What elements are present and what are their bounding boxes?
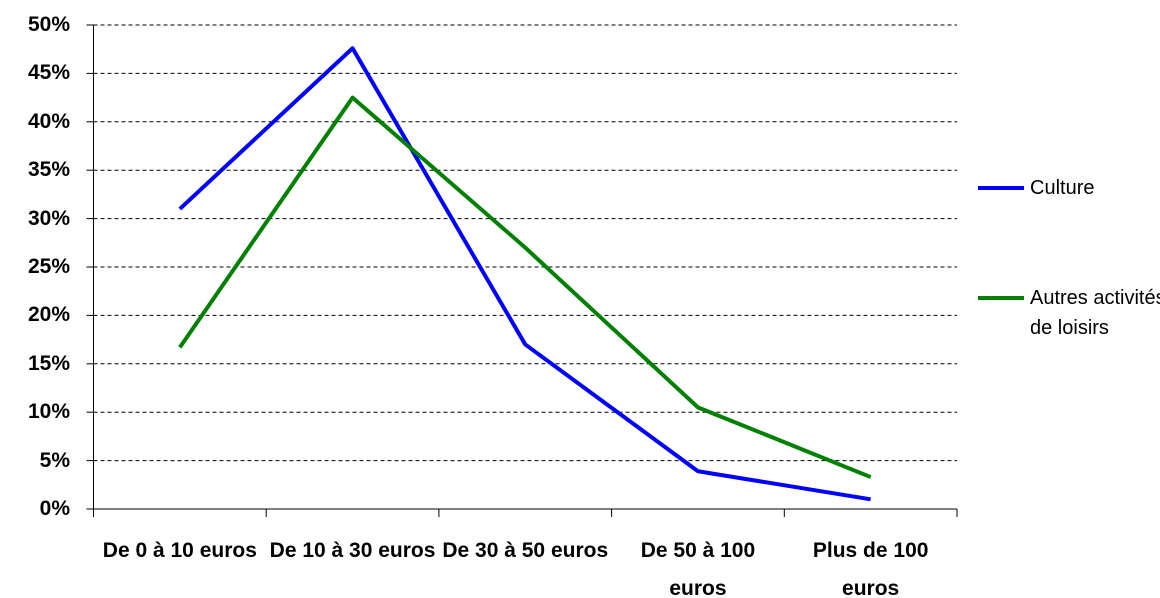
series-line [178, 95, 872, 479]
y-tick-label: 30% [27, 206, 70, 230]
y-tick-label: 5% [39, 448, 70, 472]
x-tick-label: De 0 à 10 euros [102, 539, 257, 562]
legend-label: Autres activités de loisirs [1030, 287, 1160, 339]
x-tick-label: De 50 à 100 euros [640, 539, 756, 598]
y-tick-label: 0% [39, 497, 70, 520]
x-tick-label: Plus de 100 euros [812, 539, 929, 598]
y-tick-label: 45% [27, 61, 70, 85]
y-tick-label: 35% [27, 158, 70, 182]
legend-label: Culture [1030, 177, 1095, 199]
y-tick-label: 50% [27, 13, 70, 36]
y-tick-label: 20% [27, 303, 70, 327]
y-tick-label: 10% [27, 400, 70, 424]
y-tick-label: 15% [27, 351, 70, 375]
y-tick-label: 40% [27, 109, 70, 133]
x-tick-label: De 10 à 30 euros [269, 539, 436, 562]
y-tick-label: 25% [27, 255, 70, 278]
series-line [178, 46, 871, 502]
x-tick-label: De 30 à 50 euros [442, 539, 609, 562]
